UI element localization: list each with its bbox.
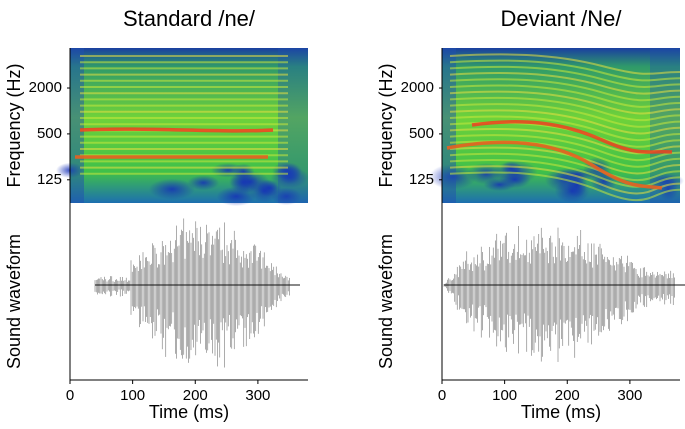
- noise-blob: [187, 175, 220, 191]
- harmonic: [449, 109, 681, 135]
- harmonic: [449, 146, 681, 175]
- harmonic: [449, 84, 681, 108]
- edge-left: [442, 48, 456, 203]
- waveform: [443, 226, 685, 362]
- harmonic: [449, 65, 681, 88]
- edge-right: [278, 48, 308, 203]
- harmonic: [449, 59, 681, 82]
- x-axis-label: Time (ms): [521, 402, 601, 422]
- y-tick-label: 125: [409, 171, 434, 188]
- x-tick-label: 300: [245, 387, 270, 404]
- formant: [446, 140, 663, 190]
- spectrogram: [55, 48, 309, 207]
- noise-blob: [210, 162, 246, 178]
- noise-blob: [498, 171, 531, 189]
- harmonic: [449, 103, 681, 128]
- x-tick-label: 200: [555, 387, 580, 404]
- y-tick-label: 2000: [401, 79, 434, 96]
- harmonic: [449, 96, 681, 122]
- noise-blob: [216, 186, 256, 207]
- harmonic: [449, 53, 681, 75]
- x-tick-label: 300: [617, 387, 642, 404]
- noise-blob: [148, 178, 196, 200]
- x-tick-label: 0: [438, 387, 446, 404]
- harmonic: [449, 72, 681, 95]
- y-tick-label: 2000: [29, 79, 62, 96]
- harmonic: [449, 90, 681, 115]
- harmonic: [449, 171, 681, 202]
- spectrogram: [429, 48, 685, 204]
- y-axis-label: Frequency (Hz): [376, 63, 396, 187]
- y2-axis-label: Sound waveform: [4, 234, 24, 369]
- y-tick-label: 500: [409, 125, 434, 142]
- noise-blob: [271, 162, 303, 180]
- x-tick-label: 0: [66, 387, 74, 404]
- panel-title: Standard /ne/: [123, 6, 256, 31]
- x-axis-label: Time (ms): [149, 402, 229, 422]
- waveform: [94, 218, 300, 368]
- formant: [79, 127, 274, 133]
- harmonic: [449, 134, 681, 162]
- x-tick-label: 100: [120, 387, 145, 404]
- panel-title: Deviant /Ne/: [500, 6, 622, 31]
- x-tick-label: 100: [492, 387, 517, 404]
- y-tick-label: 500: [37, 125, 62, 142]
- y-axis-label: Frequency (Hz): [4, 63, 24, 187]
- x-tick-label: 200: [183, 387, 208, 404]
- y2-axis-label: Sound waveform: [376, 234, 396, 369]
- edge-left: [70, 48, 84, 203]
- noise-blob: [271, 187, 302, 206]
- y-tick-label: 125: [37, 171, 62, 188]
- noise-blob: [555, 167, 599, 182]
- harmonic: [449, 158, 681, 188]
- harmonic: [449, 115, 681, 142]
- formant: [471, 120, 673, 154]
- harmonic: [449, 78, 681, 102]
